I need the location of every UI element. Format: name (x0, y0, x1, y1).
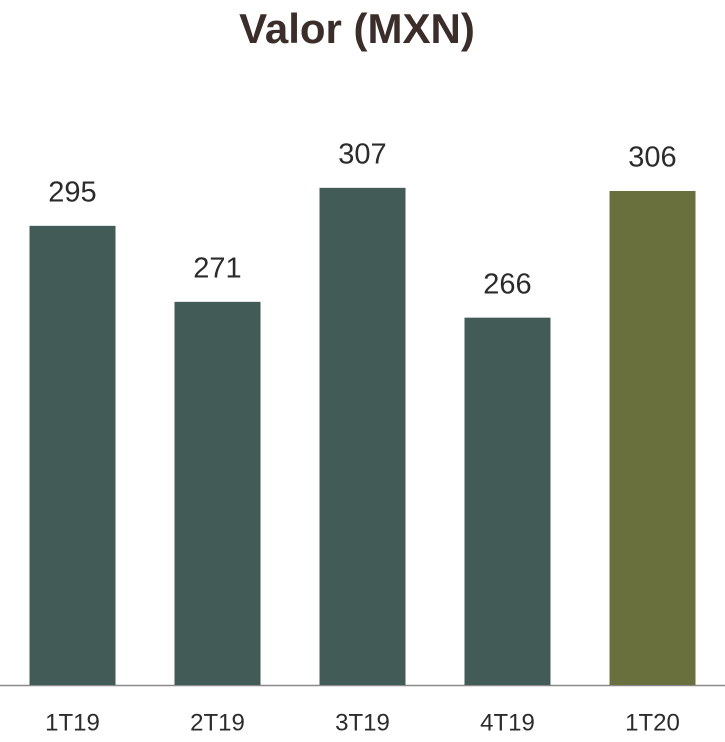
x-tick-label: 1T20 (625, 709, 680, 736)
bar (174, 301, 261, 685)
x-tick-label: 1T19 (45, 709, 100, 736)
value-label: 306 (628, 142, 676, 174)
bar (29, 225, 116, 686)
value-label: 307 (338, 138, 386, 170)
chart-title: Valor (MXN) (239, 5, 475, 52)
bar (609, 191, 696, 685)
bar (319, 187, 406, 686)
value-label: 266 (483, 268, 531, 300)
x-tick-label: 4T19 (480, 709, 535, 736)
x-tick-label: 2T19 (190, 709, 245, 736)
x-tick-label: 3T19 (335, 709, 390, 736)
value-label: 295 (48, 176, 96, 208)
bar (464, 317, 551, 685)
value-label: 271 (193, 252, 241, 284)
